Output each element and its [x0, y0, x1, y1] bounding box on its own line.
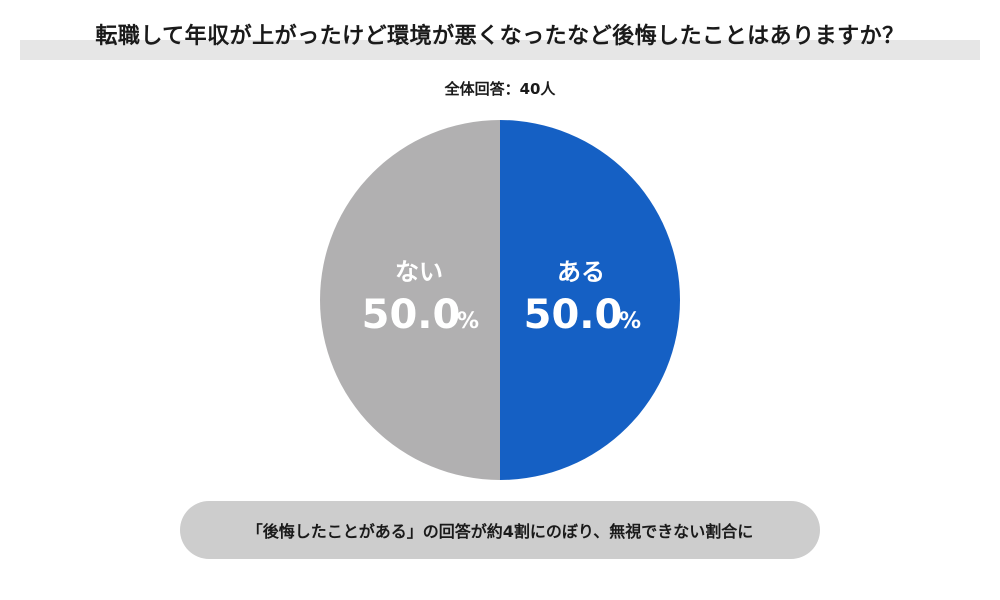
pie-slices: [320, 120, 680, 480]
slice-label-2: ない: [395, 258, 443, 286]
chart-title: 転職して年収が上がったけど環境が悪くなったなど後悔したことはありますか？: [95, 24, 905, 49]
slice-label-1: ある: [557, 258, 605, 286]
respondent-count: 全体回答：40人: [444, 80, 556, 98]
slice-unit-1: %: [619, 309, 641, 334]
summary-callout: 「後悔したことがある」の回答が約4割にのぼり、無視できない割合に: [180, 501, 820, 559]
pie-labels: ある 50.0% ない 50.0%: [362, 258, 641, 338]
summary-text: 「後悔したことがある」の回答が約4割にのぼり、無視できない割合に: [246, 522, 754, 541]
title-underline-band: [20, 40, 980, 60]
slice-value-1: 50.0: [524, 292, 623, 338]
slice-value-2: 50.0: [362, 292, 461, 338]
pie-slice-1: [500, 120, 680, 480]
pie-slice-2: [320, 120, 500, 480]
slice-unit-2: %: [457, 309, 479, 334]
